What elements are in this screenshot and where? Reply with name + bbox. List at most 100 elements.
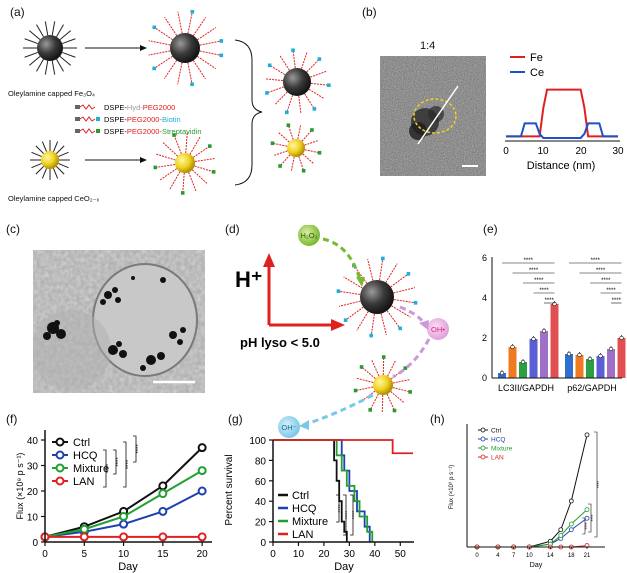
- peg-chain: [192, 60, 206, 80]
- highlight-circle: [413, 98, 457, 134]
- y-tick: 2: [482, 333, 487, 343]
- hydroxide-bubble: [278, 416, 300, 438]
- data-point: [79, 532, 89, 542]
- peg-chain: [189, 136, 201, 155]
- peg-chain: [35, 166, 44, 175]
- peg-chain: [163, 60, 178, 79]
- peg-chain: [353, 265, 368, 284]
- peg-chain: [304, 93, 315, 110]
- legend-entry-hyd: DSPE-Hyd-PEG2000: [104, 103, 175, 112]
- fe3o4-nanoparticle: [360, 280, 394, 314]
- category-label: p62/GAPDH: [567, 383, 617, 393]
- x-tick: 20: [197, 549, 209, 560]
- peg-chain: [159, 168, 178, 181]
- significance-bracket: [336, 494, 340, 523]
- peg-chain: [199, 50, 222, 56]
- peg-chain: [62, 51, 76, 58]
- peg-chain: [343, 276, 363, 289]
- data-point: [568, 521, 574, 527]
- significance-bracket: [133, 435, 137, 463]
- data-point: [197, 466, 207, 476]
- arrowhead-up-icon: [263, 253, 275, 267]
- peg-chain: [265, 78, 284, 82]
- category-label: LC3II/GAPDH: [498, 383, 554, 393]
- x-tick: 30: [344, 549, 356, 560]
- panel-f-label: (f): [6, 412, 18, 426]
- peg-chain: [309, 70, 328, 78]
- x-tick: 0: [475, 553, 479, 559]
- tem-image-b: [380, 56, 486, 176]
- peg-chain: [162, 142, 179, 157]
- peg-chain: [393, 299, 416, 304]
- x-tick: 18: [568, 553, 575, 559]
- peg-chain: [355, 377, 374, 384]
- arrowhead-icon: [140, 45, 147, 51]
- peg-chain: [24, 38, 38, 45]
- data-point: [79, 524, 89, 534]
- significance-label: ****: [596, 481, 601, 488]
- arrow-fe-to-oh: [399, 305, 427, 326]
- significance-label: ****: [529, 268, 539, 274]
- y-tick: 0: [32, 538, 38, 549]
- y-tick: 100: [249, 436, 266, 447]
- data-point: [197, 532, 207, 542]
- peg-chain: [266, 86, 285, 94]
- peg-chain: [361, 366, 376, 379]
- ligand-tip: [278, 164, 282, 168]
- peg-chain: [177, 62, 183, 85]
- x-tick: 5: [82, 549, 88, 560]
- data-point: [541, 328, 547, 334]
- bar: [575, 355, 584, 378]
- ligand-tip: [270, 141, 275, 146]
- peg-chain: [345, 306, 364, 321]
- peg-chain: [28, 55, 41, 66]
- x-axis-label: Day: [334, 561, 354, 573]
- peg-chain: [304, 149, 320, 154]
- y-tick: 6: [482, 253, 487, 263]
- x-axis-label: Distance (nm): [527, 160, 595, 172]
- peg-chain: [31, 162, 42, 169]
- peg-chain: [356, 311, 369, 331]
- arrow-oh-to-ce: [392, 338, 431, 379]
- peg-chain: [58, 162, 69, 169]
- h2o2-bubble: [298, 225, 320, 246]
- peg-chain: [292, 50, 296, 69]
- peg-chain: [290, 156, 295, 172]
- peg-chain: [298, 95, 302, 114]
- peg-chain: [385, 263, 398, 283]
- peg-chain: [44, 21, 49, 36]
- y-axis-label: Flux (×10⁹ p s⁻¹): [15, 453, 25, 520]
- data-point: [584, 507, 590, 513]
- peg-chain: [52, 168, 59, 179]
- peg-chain: [386, 310, 401, 329]
- significance-label: ****: [591, 258, 601, 264]
- ligand-tip: [406, 272, 411, 276]
- data-point: [584, 515, 590, 521]
- significance-bracket: [123, 441, 127, 488]
- peg-chain: [287, 125, 294, 140]
- ligand-tip: [353, 388, 358, 393]
- legend-label: HCQ: [73, 450, 98, 462]
- x-tick: 0: [270, 549, 276, 560]
- x-tick: 14: [547, 553, 554, 559]
- significance-label: ****: [606, 288, 616, 294]
- ligand-tip: [398, 326, 402, 331]
- peg-chain: [390, 391, 405, 404]
- peg-chain: [148, 50, 171, 56]
- peg-chain: [56, 24, 64, 37]
- x-tick: 4: [496, 553, 500, 559]
- x-tick: 10: [293, 549, 305, 560]
- data-point: [119, 532, 129, 542]
- hydroxyl-radical-label: OH•: [431, 325, 445, 334]
- panel-a-schematic: Oleylamine capped Fe₃O₄ Oleylamine cappe…: [8, 9, 331, 203]
- peg-chain: [36, 59, 44, 72]
- series-line-ce: [506, 122, 618, 139]
- peg-chain: [41, 168, 48, 179]
- ligand-tip: [359, 365, 364, 369]
- ligand-tip: [286, 123, 291, 128]
- ligand-tip: [153, 165, 158, 170]
- peg-chain: [187, 62, 193, 85]
- ceo2-nanoparticle-bare: [41, 151, 59, 169]
- peg-chain: [51, 21, 56, 36]
